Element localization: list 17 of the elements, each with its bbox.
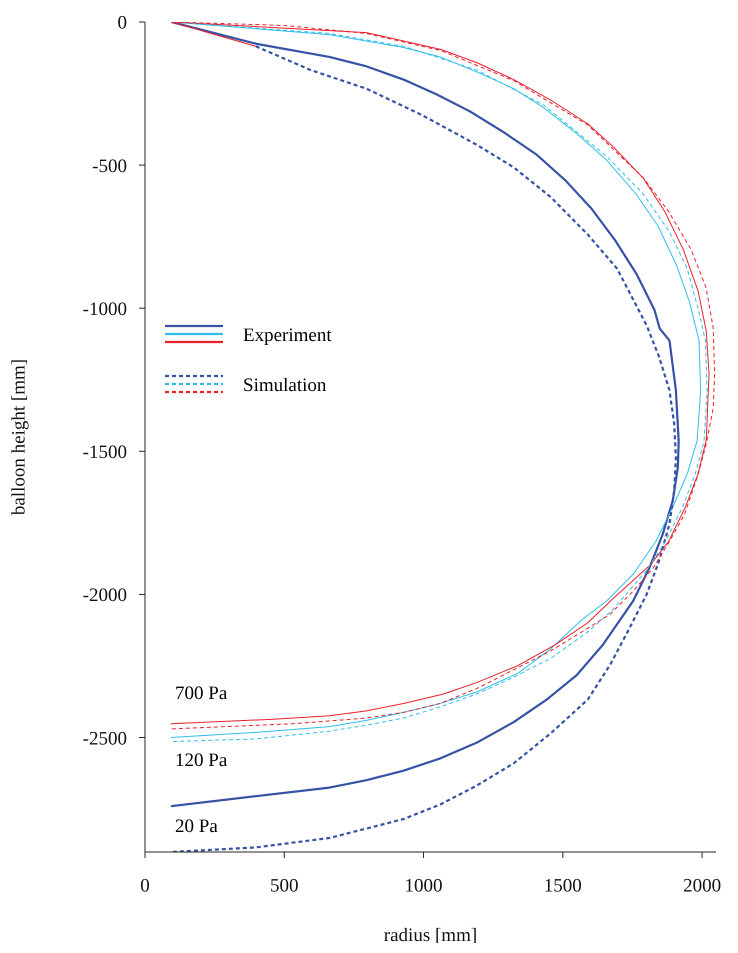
legend-label: Simulation	[243, 375, 326, 397]
x-tick-label: 1500	[544, 875, 582, 896]
legend-label: Experiment	[243, 325, 332, 347]
y-tick-label: -1000	[82, 298, 127, 320]
x-tick-label: 1000	[404, 875, 443, 896]
x-tick-label: 2000	[683, 875, 722, 896]
y-tick-label: -500	[92, 156, 127, 177]
annotation: 120 Pa	[175, 748, 228, 773]
y-tick-label: 0	[118, 12, 127, 34]
annotation: 700 Pa	[175, 682, 228, 706]
annotation: 20 Pa	[175, 815, 218, 840]
y-tick-label: -2500	[82, 728, 127, 750]
x-tick-label: 500	[270, 875, 299, 896]
y-axis-title: balloon height [mm]	[8, 358, 30, 516]
y-tick-label: -1500	[82, 442, 127, 464]
y-tick-label: -2000	[82, 585, 127, 606]
x-tick-label: 0	[140, 875, 150, 896]
